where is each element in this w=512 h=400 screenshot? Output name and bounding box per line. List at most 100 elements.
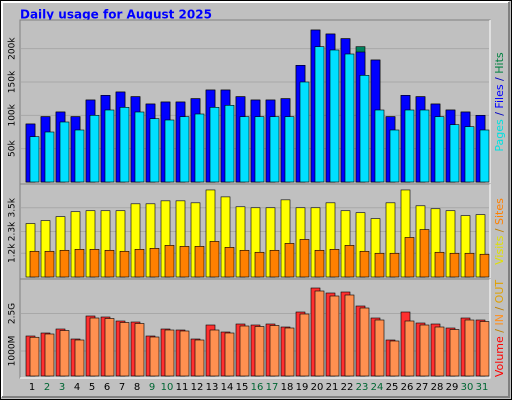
bar [74,339,85,377]
x-tick-label: 13 [206,382,219,393]
bar [164,119,175,183]
side-label-part: Sites [493,198,506,225]
panel-bevel [20,279,491,379]
bar [449,124,460,183]
bar [434,251,445,278]
side-label: Pages / Files / Hits [493,52,506,152]
x-tick-label: 27 [416,382,429,393]
bar [149,336,160,377]
y-tick-label: 200k [8,37,18,60]
bar [284,243,295,278]
y-tick-label: 3.5k [8,197,18,217]
y-tick-label: 50k [8,140,18,157]
bar [149,248,160,278]
bar [104,249,115,278]
bar [329,295,340,377]
bar [134,249,145,278]
bar [389,129,400,183]
x-tick-label: 18 [281,382,294,393]
y-tick-label: 1.2k [8,243,18,263]
x-tick-label: 7 [119,382,125,393]
x-tick-label: 1 [29,382,35,393]
x-tick-label: 26 [401,382,414,393]
x-tick-label: 30 [461,382,474,393]
bar [179,116,190,183]
bar [404,237,415,278]
bar [134,323,145,377]
bar [479,129,490,183]
bar [359,75,370,183]
bar [479,253,490,278]
x-tick-label: 24 [371,382,384,393]
bar [314,46,325,183]
bar [89,115,100,183]
bar [44,250,55,278]
bar [269,325,280,377]
side-label-part: Pages [493,119,506,152]
bar [29,250,40,278]
x-tick-label: 25 [386,382,399,393]
bar [359,250,370,278]
x-tick-label: 21 [326,382,339,393]
bar [104,109,115,183]
bar [74,249,85,278]
x-tick-label: 20 [311,382,324,393]
bar [134,111,145,183]
bar [59,330,70,377]
bar [479,321,490,377]
side-label-part: / [493,74,506,85]
x-tick-label: 17 [266,382,279,393]
bar [404,320,415,377]
bar [74,129,85,183]
x-tick-label: 16 [251,382,264,393]
bar [59,249,70,278]
x-tick-label: 14 [221,382,234,393]
side-label-part: Visits [493,235,506,264]
bar [224,247,235,278]
bar [179,330,190,377]
side-label-part: OUT [493,280,506,304]
bar [44,131,55,183]
y-tick-label: 1000M [8,336,18,367]
side-label-part: IN [493,314,506,325]
bar [419,229,430,278]
bar [389,252,400,278]
y-tick-label: 2.3k [8,221,18,241]
bar [449,329,460,377]
x-tick-label: 8 [134,382,140,393]
bar [104,318,115,377]
bar [44,333,55,377]
bar [59,121,70,183]
x-tick-label: 19 [296,382,309,393]
bar [89,249,100,278]
bar [254,116,265,183]
x-tick-label: 12 [191,382,204,393]
bar [359,307,370,377]
bar [179,246,190,278]
bar [119,250,130,278]
bar [374,319,385,377]
x-tick-label: 3 [59,382,65,393]
bar [239,249,250,278]
bar [464,319,475,377]
x-tick-label: 29 [446,382,459,393]
bar [329,49,340,183]
bar [239,325,250,377]
bar [434,326,445,377]
bar [29,136,40,183]
bar [374,109,385,183]
bar [389,340,400,377]
side-label-part: / [493,225,506,236]
bar [269,249,280,278]
bar [89,317,100,377]
x-tick-label: 23 [356,382,369,393]
chart-title: Daily usage for August 2025 [20,8,212,22]
bar [254,251,265,278]
bar [299,313,310,377]
side-label-part: / [493,109,506,120]
y-tick-label: 150k [8,70,18,93]
bar [314,290,325,377]
